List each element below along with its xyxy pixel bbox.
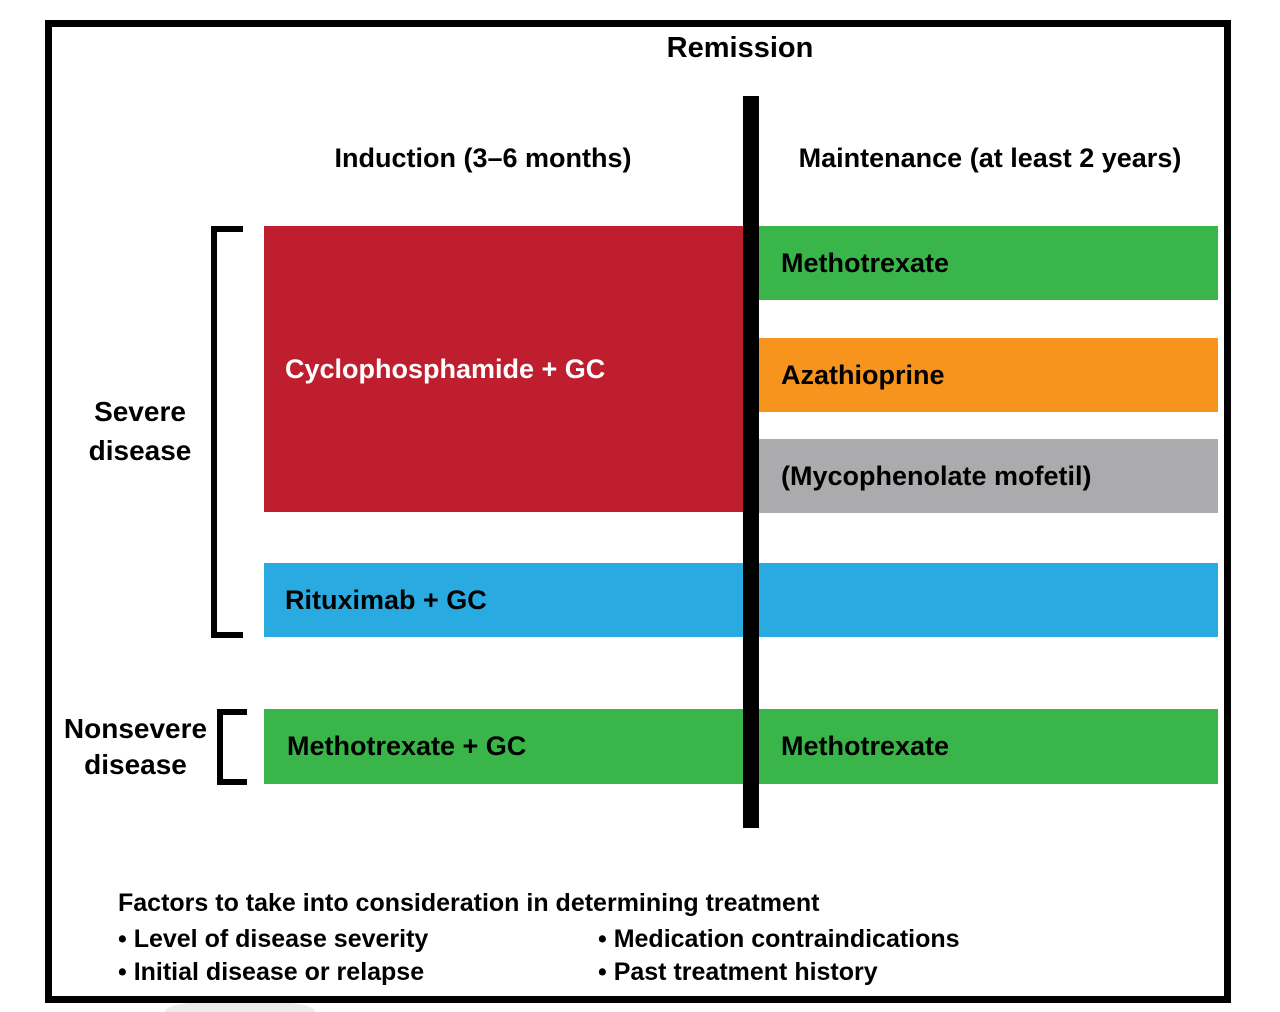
footer-bullet-disease-severity: • Level of disease severity xyxy=(118,925,429,953)
bar-rituximab-gc: Rituximab + GC xyxy=(264,563,1218,637)
severe-disease-bracket xyxy=(211,226,243,638)
bar-methotrexate-maintenance-severe: Methotrexate xyxy=(758,226,1218,300)
nonsevere-disease-label: Nonsevere disease xyxy=(48,711,223,783)
bar-methotrexate-maintenance-severe-label: Methotrexate xyxy=(781,247,950,278)
bar-methotrexate-gc-induction-label: Methotrexate + GC xyxy=(287,731,527,761)
background-blob xyxy=(165,1000,315,1012)
footer-bullet-medication-contraindications: • Medication contraindications xyxy=(598,925,960,953)
footer-factors-title: Factors to take into consideration in de… xyxy=(118,889,820,917)
nonsevere-disease-label-line2: disease xyxy=(84,749,187,780)
footer-bullet-initial-or-relapse: • Initial disease or relapse xyxy=(118,958,425,986)
severe-disease-label-line2: disease xyxy=(88,435,192,466)
nonsevere-disease-label-line1: Nonsevere xyxy=(63,713,208,744)
remission-divider-line xyxy=(743,96,759,828)
bar-mycophenolate-mofetil-label: (Mycophenolate mofetil) xyxy=(781,460,1092,491)
induction-phase-header: Induction (3–6 months) xyxy=(334,143,632,173)
bar-methotrexate-maintenance-nonsevere: Methotrexate xyxy=(758,709,1218,784)
footer-bullet-past-treatment-history: • Past treatment history xyxy=(598,958,878,986)
maintenance-phase-header: Maintenance (at least 2 years) xyxy=(798,143,1182,173)
remission-title: Remission xyxy=(666,32,814,64)
bar-azathioprine-label: Azathioprine xyxy=(781,359,945,390)
bar-cyclophosphamide-gc-label: Cyclophosphamide + GC xyxy=(285,353,606,384)
bar-methotrexate-maintenance-nonsevere-label: Methotrexate xyxy=(781,731,950,761)
nonsevere-disease-bracket xyxy=(217,709,247,785)
bar-cyclophosphamide-gc: Cyclophosphamide + GC xyxy=(264,226,745,512)
bar-mycophenolate-mofetil: (Mycophenolate mofetil) xyxy=(758,439,1218,513)
bar-methotrexate-gc-induction: Methotrexate + GC xyxy=(264,709,745,784)
bar-rituximab-gc-label: Rituximab + GC xyxy=(285,584,487,615)
bar-azathioprine: Azathioprine xyxy=(758,338,1218,412)
severe-disease-label-line1: Severe xyxy=(94,396,186,427)
severe-disease-label: Severe disease xyxy=(55,392,225,470)
